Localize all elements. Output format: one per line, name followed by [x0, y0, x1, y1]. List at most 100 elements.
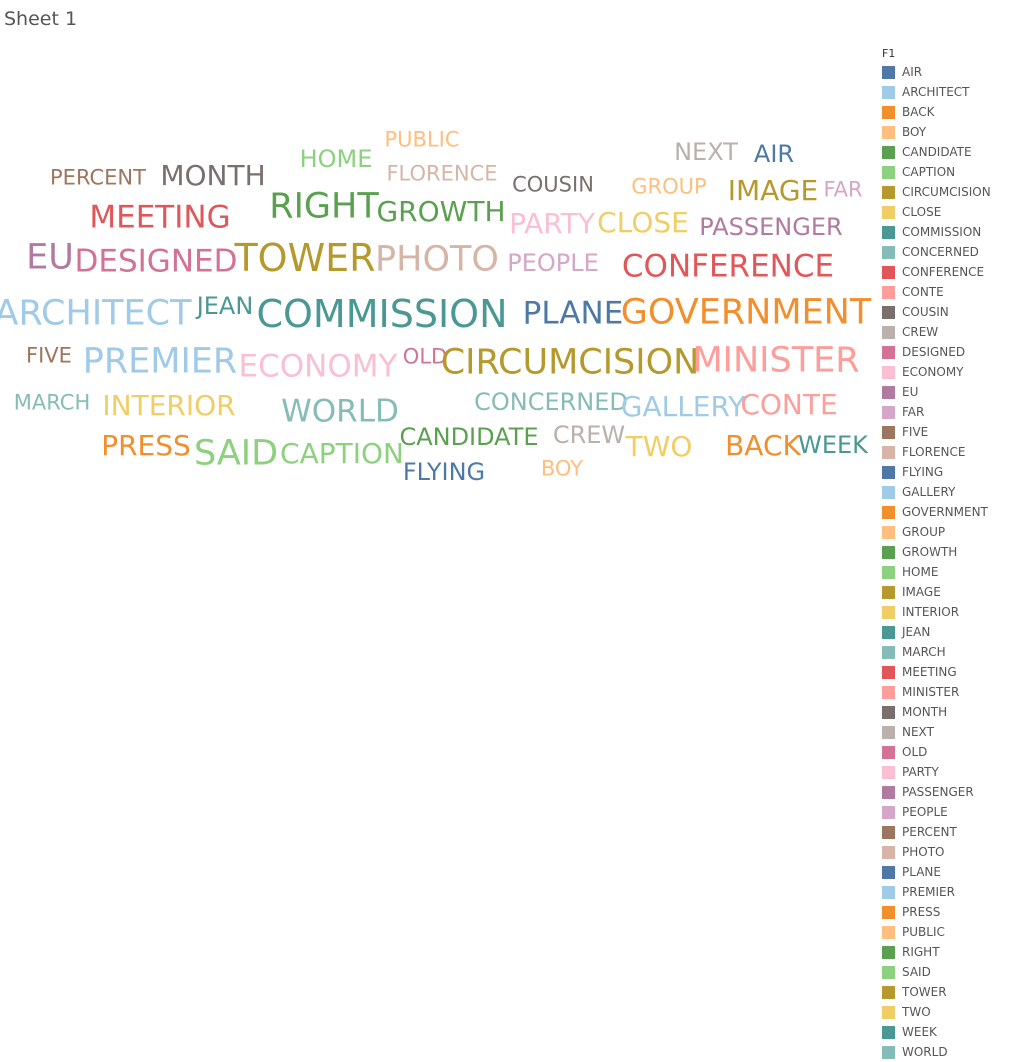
legend-item[interactable]: MONTH	[882, 702, 1018, 722]
legend-item[interactable]: MEETING	[882, 662, 1018, 682]
legend-swatch	[882, 845, 895, 859]
legend-item[interactable]: GROWTH	[882, 542, 1018, 562]
legend-label: MEETING	[902, 665, 957, 679]
legend-item[interactable]: OLD	[882, 742, 1018, 762]
legend-swatch	[882, 705, 895, 719]
legend-swatch	[882, 965, 895, 979]
legend-item[interactable]: HOME	[882, 562, 1018, 582]
legend-label: CONTE	[902, 285, 944, 299]
legend-item[interactable]: WORLD	[882, 1042, 1018, 1062]
legend-swatch	[882, 1005, 895, 1019]
sheet-title: Sheet 1	[4, 8, 78, 30]
legend-item[interactable]: FLYING	[882, 462, 1018, 482]
legend-item[interactable]: PARTY	[882, 762, 1018, 782]
legend-item[interactable]: CAPTION	[882, 162, 1018, 182]
legend-item[interactable]: GALLERY	[882, 482, 1018, 502]
legend-label: GALLERY	[902, 485, 956, 499]
legend-swatch	[882, 765, 895, 779]
legend-item[interactable]: DESIGNED	[882, 342, 1018, 362]
legend-item[interactable]: WEEK	[882, 1022, 1018, 1042]
word-meeting: MEETING	[89, 199, 231, 236]
legend-label: PREMIER	[902, 885, 955, 899]
legend-label: WORLD	[902, 1045, 948, 1059]
legend-item[interactable]: TOWER	[882, 982, 1018, 1002]
legend-item[interactable]: GOVERNMENT	[882, 502, 1018, 522]
legend-item[interactable]: MARCH	[882, 642, 1018, 662]
word-florence: FLORENCE	[386, 161, 498, 186]
legend-label: PEOPLE	[902, 805, 948, 819]
word-plane: PLANE	[522, 295, 624, 332]
legend-item[interactable]: IMAGE	[882, 582, 1018, 602]
legend-item[interactable]: NEXT	[882, 722, 1018, 742]
word-cousin: COUSIN	[512, 172, 594, 197]
legend-swatch	[882, 1025, 895, 1039]
legend-item[interactable]: BACK	[882, 102, 1018, 122]
word-architect: ARCHITECT	[0, 293, 192, 334]
legend-label: GROWTH	[902, 545, 958, 559]
legend-swatch	[882, 945, 895, 959]
legend-item[interactable]: PHOTO	[882, 842, 1018, 862]
legend-item[interactable]: CONTE	[882, 282, 1018, 302]
legend-item[interactable]: INTERIOR	[882, 602, 1018, 622]
legend-swatch	[882, 1045, 895, 1059]
legend-swatch	[882, 725, 895, 739]
legend-item[interactable]: FLORENCE	[882, 442, 1018, 462]
word-march: MARCH	[13, 390, 91, 415]
legend-item[interactable]: PRESS	[882, 902, 1018, 922]
legend-item[interactable]: EU	[882, 382, 1018, 402]
legend-item[interactable]: AIR	[882, 62, 1018, 82]
legend-label: ARCHITECT	[902, 85, 970, 99]
legend-swatch	[882, 165, 895, 179]
word-candidate: CANDIDATE	[399, 423, 539, 451]
legend-item[interactable]: PERCENT	[882, 822, 1018, 842]
legend-item[interactable]: TWO	[882, 1002, 1018, 1022]
legend-item[interactable]: MINISTER	[882, 682, 1018, 702]
legend-label: MARCH	[902, 645, 946, 659]
legend-label: NEXT	[902, 725, 934, 739]
legend-label: MINISTER	[902, 685, 960, 699]
legend-item[interactable]: PEOPLE	[882, 802, 1018, 822]
word-jean: JEAN	[196, 292, 254, 320]
legend-item[interactable]: CANDIDATE	[882, 142, 1018, 162]
legend-swatch	[882, 505, 895, 519]
legend-item[interactable]: CLOSE	[882, 202, 1018, 222]
legend-swatch	[882, 865, 895, 879]
legend-item[interactable]: SAID	[882, 962, 1018, 982]
legend-label: PRESS	[902, 905, 941, 919]
legend-item[interactable]: PASSENGER	[882, 782, 1018, 802]
legend-item[interactable]: ARCHITECT	[882, 82, 1018, 102]
word-commission: COMMISSION	[256, 292, 508, 336]
legend-swatch	[882, 825, 895, 839]
legend-item[interactable]: ECONOMY	[882, 362, 1018, 382]
legend-item[interactable]: BOY	[882, 122, 1018, 142]
legend-label: PLANE	[902, 865, 941, 879]
legend-label: BACK	[902, 105, 935, 119]
legend-item[interactable]: PUBLIC	[882, 922, 1018, 942]
word-government: GOVERNMENT	[620, 292, 872, 333]
legend-item[interactable]: FIVE	[882, 422, 1018, 442]
legend-item[interactable]: GROUP	[882, 522, 1018, 542]
legend-label: CONFERENCE	[902, 265, 985, 279]
word-minister: MINISTER	[692, 340, 860, 381]
legend-label: FLYING	[902, 465, 944, 479]
legend-label: BOY	[902, 125, 927, 139]
legend-swatch	[882, 525, 895, 539]
legend-item[interactable]: FAR	[882, 402, 1018, 422]
legend-item[interactable]: PREMIER	[882, 882, 1018, 902]
legend-swatch	[882, 885, 895, 899]
legend-item[interactable]: CONFERENCE	[882, 262, 1018, 282]
legend-item[interactable]: PLANE	[882, 862, 1018, 882]
legend-item[interactable]: RIGHT	[882, 942, 1018, 962]
legend-item[interactable]: CREW	[882, 322, 1018, 342]
legend-swatch	[882, 465, 895, 479]
legend-item[interactable]: CIRCUMCISION	[882, 182, 1018, 202]
legend-item[interactable]: JEAN	[882, 622, 1018, 642]
legend-swatch	[882, 65, 895, 79]
legend-item[interactable]: COUSIN	[882, 302, 1018, 322]
word-party: PARTY	[509, 207, 595, 240]
word-said: SAID	[193, 433, 279, 474]
legend-item[interactable]: CONCERNED	[882, 242, 1018, 262]
legend-item[interactable]: COMMISSION	[882, 222, 1018, 242]
legend-swatch	[882, 325, 895, 339]
word-people: PEOPLE	[507, 249, 599, 277]
